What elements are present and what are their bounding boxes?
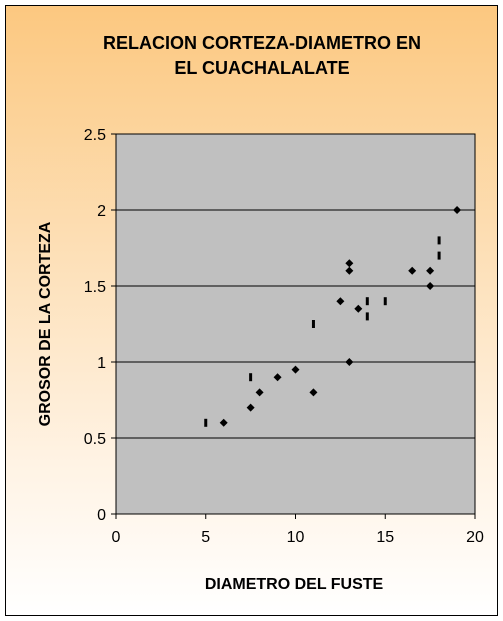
y-tick-label: 0: [97, 507, 106, 524]
y-tick-label: 1: [97, 355, 106, 372]
data-point-dash: [437, 251, 441, 260]
data-point-dash: [311, 320, 315, 328]
data-point-diamond: [354, 304, 363, 313]
x-tick-label: 0: [112, 529, 121, 546]
data-point-dash: [249, 373, 253, 382]
y-tick-label: 1.5: [84, 279, 106, 296]
chart-title-line-2: EL CUACHALALATE: [174, 58, 349, 78]
x-axis-title: DIAMETRO DEL FUSTE: [205, 576, 384, 593]
data-point-diamond: [273, 373, 282, 382]
x-tick-label: 10: [287, 529, 305, 546]
y-tick-label: 2.5: [84, 127, 106, 144]
data-point-diamond: [291, 365, 300, 374]
data-point-diamond: [453, 206, 462, 214]
y-axis-title: GROSOR DE LA CORTEZA: [37, 221, 54, 426]
grid-lines: [116, 209, 475, 439]
data-point-diamond: [219, 418, 228, 427]
data-point-dash: [383, 297, 387, 306]
data-point-diamond: [426, 282, 435, 290]
data-point-diamond: [345, 266, 354, 275]
chart-frame: RELACION CORTEZA-DIAMETRO EN EL CUACHALA…: [5, 5, 498, 616]
axis-ticks: [111, 133, 476, 519]
data-point-diamond: [336, 297, 345, 306]
data-point-diamond: [345, 358, 354, 366]
tick-labels: 0 0.5 1 1.5 2 2.5 0 5 10 15 20: [84, 127, 484, 546]
y-tick-label: 2: [97, 203, 106, 220]
scatter-chart: RELACION CORTEZA-DIAMETRO EN EL CUACHALA…: [37, 33, 484, 593]
x-tick-label: 5: [201, 529, 210, 546]
plot-area: [115, 133, 476, 515]
data-point-diamond: [309, 388, 318, 397]
data-markers: [204, 206, 462, 427]
x-tick-label: 15: [376, 529, 394, 546]
y-tick-label: 0.5: [84, 431, 106, 448]
data-point-diamond: [255, 388, 264, 397]
data-point-dash: [365, 312, 369, 321]
data-point-dash: [365, 297, 369, 306]
data-point-dash: [437, 236, 441, 245]
x-tick-label: 20: [466, 529, 484, 546]
data-point-diamond: [246, 403, 255, 412]
data-point-diamond: [345, 259, 354, 268]
data-point-dash: [204, 418, 208, 427]
data-point-diamond: [408, 266, 417, 275]
data-point-diamond: [426, 266, 435, 275]
chart-title-line-1: RELACION CORTEZA-DIAMETRO EN: [103, 33, 421, 53]
